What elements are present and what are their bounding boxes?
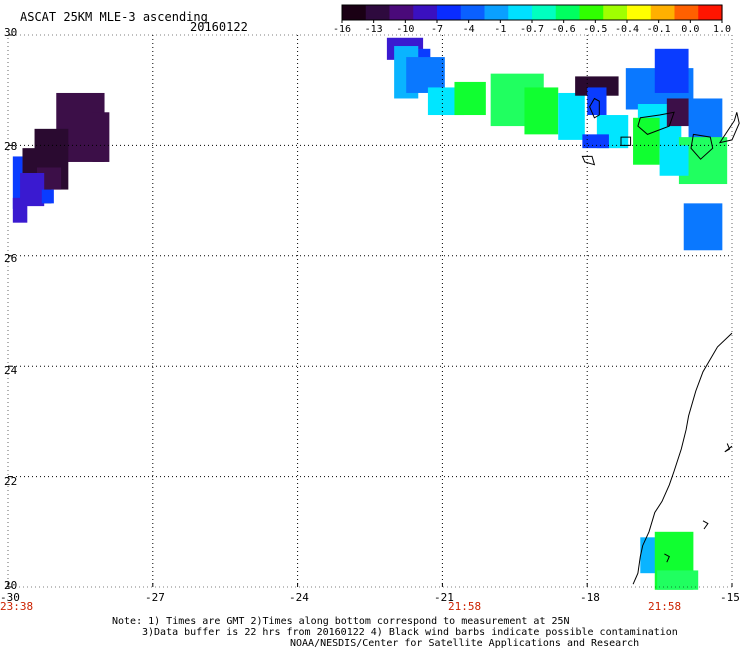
lat-label-22: 22 xyxy=(4,475,18,488)
wind-swath-cell xyxy=(12,197,28,223)
tenerife-outline xyxy=(637,111,675,135)
lat-label-26: 26 xyxy=(4,252,18,265)
lon-label-30: -30 xyxy=(0,591,20,604)
colorbar-segment xyxy=(342,5,367,20)
lon-label-21: -21 xyxy=(434,591,454,604)
product-title: ASCAT 25KM MLE-3 ascending xyxy=(20,10,208,24)
wind-swath-cell xyxy=(657,570,699,590)
colorbar-label: -0.4 xyxy=(614,24,640,35)
colorbar-label: -0.6 xyxy=(551,24,576,35)
lat-label-30: 30 xyxy=(4,26,18,39)
coastal-detail-b xyxy=(702,520,709,530)
colorbar-label: -7 xyxy=(430,24,444,35)
colorbar xyxy=(341,4,723,23)
footnotes: Note: 1) Times are GMT 2)Times along bot… xyxy=(112,616,678,649)
colorbar-segment xyxy=(650,5,676,20)
wind-swath-cell xyxy=(454,81,486,116)
wind-swath-cell xyxy=(41,189,54,204)
la-palma-outline xyxy=(589,97,600,119)
time-label-center: 21:58 xyxy=(448,600,482,613)
colorbar-segment xyxy=(484,5,509,20)
colorbar-segment xyxy=(579,5,604,20)
wind-swaths xyxy=(12,37,728,590)
colorbar-segment xyxy=(508,5,533,20)
map-frame xyxy=(7,34,733,588)
colorbar-segment xyxy=(532,5,557,20)
wind-swath-cell xyxy=(688,98,723,143)
lon-label-15: -15 xyxy=(720,591,740,604)
colorbar-label: 1.0 xyxy=(712,24,732,35)
wind-swath-cell xyxy=(654,48,689,93)
colorbar-segment xyxy=(437,5,462,20)
colorbar-label: -1 xyxy=(494,24,507,35)
la-gomera-outline xyxy=(620,136,632,146)
wind-swath-cell xyxy=(575,76,619,96)
lat-label-20: 20 xyxy=(4,579,18,592)
colorbar-label: 0.0 xyxy=(681,24,700,35)
colorbar-label: -0.7 xyxy=(519,24,545,35)
colorbar-segment xyxy=(698,5,723,20)
colorbar-segment xyxy=(389,5,414,20)
note-line-2: 3)Data buffer is 22 hrs from 20160122 4)… xyxy=(142,627,678,638)
colorbar-segment xyxy=(413,5,438,20)
wind-swath-cell xyxy=(558,92,585,140)
colorbar-label: -4 xyxy=(462,24,475,35)
wind-swath-cell xyxy=(659,145,689,176)
lat-label-24: 24 xyxy=(4,364,18,377)
colorbar-segment xyxy=(460,5,486,20)
colorbar-segment xyxy=(555,5,581,20)
wind-swath-cell xyxy=(406,57,445,93)
coastlines xyxy=(581,97,740,585)
colorbar-segment xyxy=(365,5,391,20)
colorbar-label: -0.1 xyxy=(646,24,671,35)
lat-label-28: 28 xyxy=(4,140,18,153)
lon-label-24: -24 xyxy=(289,591,309,604)
colorbar-label: -0.5 xyxy=(583,24,608,35)
lon-label-18: -18 xyxy=(580,591,600,604)
wind-swath-cell xyxy=(587,87,607,116)
gran-canaria-outline xyxy=(690,133,714,160)
wind-swath-cell xyxy=(524,87,559,135)
lon-label-27: -27 xyxy=(145,591,165,604)
time-label-east: 21:58 xyxy=(648,600,682,613)
note-line-3: NOAA/NESDIS/Center for Satellite Applica… xyxy=(290,638,640,649)
colorbar-segment xyxy=(674,5,699,20)
wind-swath-cell xyxy=(683,203,723,251)
wind-swath-cell xyxy=(92,112,110,162)
colorbar-label: -13 xyxy=(364,24,383,35)
colorbar-label: -10 xyxy=(396,24,415,35)
product-date: 20160122 xyxy=(190,20,248,34)
wind-swath-cell xyxy=(12,156,23,209)
fuerteventura-outline xyxy=(718,112,740,144)
lat-lon-grid xyxy=(7,34,733,588)
colorbar-label: -16 xyxy=(332,24,352,35)
wind-swath-cell xyxy=(633,117,660,165)
time-label-west: 23:38 xyxy=(0,600,34,613)
el-hierro-outline xyxy=(581,155,596,166)
wind-swath-cell xyxy=(582,134,609,149)
coastal-detail-a xyxy=(724,443,733,453)
african-coastline xyxy=(632,332,733,585)
banc-arguin-detail xyxy=(664,553,670,563)
note-line-1: Note: 1) Times are GMT 2)Times along bot… xyxy=(112,616,570,627)
colorbar-segment xyxy=(627,5,652,20)
colorbar-segment xyxy=(603,5,628,20)
